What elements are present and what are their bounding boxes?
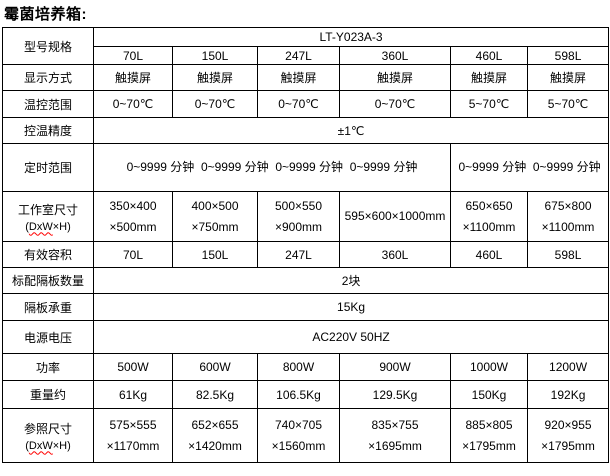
spec-value-cell: 5~70℃ — [526, 90, 610, 118]
dimension-key-sublabel: (DxW×H) — [4, 221, 92, 233]
spec-value-cell: 触摸屏 — [172, 64, 258, 91]
spec-value-cell: 触摸屏 — [93, 64, 173, 91]
spec-value-cell: 500W — [93, 353, 173, 381]
spec-merged-value-cell: AC220V 50HZ — [92, 320, 610, 354]
spec-value-cell: 885×805 ×1795mm — [450, 408, 528, 463]
spec-value-cell: 192Kg — [526, 380, 610, 409]
sublabel-rest: ×H) — [52, 439, 71, 452]
spec-value-cell: 1200W — [526, 353, 610, 381]
voltage-row: 电源电压 AC220V 50HZ — [2, 320, 610, 354]
spec-value-cell: 0~70℃ — [257, 90, 340, 118]
weight-row: 重量约 61Kg 82.5Kg 106.5Kg 129.5Kg 150Kg 19… — [2, 380, 610, 409]
spec-label-cell: 标配隔板数量 — [2, 267, 94, 294]
spec-value-cell: 740×705 ×1560mm — [257, 408, 340, 463]
capacity-header-cell: 460L — [450, 46, 528, 65]
spec-label-text: 参照尺寸 — [23, 421, 72, 436]
capacity-header-cell: 150L — [172, 46, 258, 65]
spec-label-cell: 温控范围 — [2, 90, 94, 118]
spec-merged-value-cell: 2块 — [92, 267, 610, 294]
spec-value-cell: 595×600×1000mm — [339, 191, 451, 242]
spec-value-cell: 触摸屏 — [450, 64, 528, 91]
capacity-header-row: 70L 150L 247L 360L 460L 598L — [3, 46, 610, 65]
spec-value-cell: 5~70℃ — [450, 90, 528, 118]
timer-left-merged-cell: 0~9999 分钟 0~9999 分钟 0~9999 分钟 0~9999 分钟 — [93, 143, 451, 192]
spec-value-cell: 575×555 ×1170mm — [93, 408, 173, 463]
spec-value-cell: 82.5Kg — [172, 380, 258, 409]
power-row: 功率 500W 600W 800W 900W 1000W 1200W — [2, 353, 610, 381]
spec-value-cell: 800W — [257, 353, 340, 381]
spec-label-cell: 隔板承重 — [2, 293, 94, 321]
spec-label-cell: 有效容积 — [2, 241, 94, 268]
dimension-key-sublabel: (DxW×H) — [4, 440, 92, 452]
spec-value-cell: 触摸屏 — [339, 64, 451, 91]
spec-value-cell: 835×755 ×1695mm — [339, 408, 451, 463]
spec-value-cell: 460L — [450, 241, 528, 268]
spec-value-cell: 900W — [339, 353, 451, 381]
display-mode-row: 显示方式 触摸屏 触摸屏 触摸屏 触摸屏 触摸屏 触摸屏 — [2, 64, 610, 91]
spec-value-cell: 650×650 ×1100mm — [450, 191, 528, 242]
spec-value-cell: 70L — [93, 241, 173, 268]
sublabel-spellcheck-text: DxW — [28, 439, 53, 452]
model-number-cell: LT-Y023A-3 — [92, 27, 610, 47]
spec-label-cell: 功率 — [2, 353, 94, 381]
spec-value-cell: 150Kg — [450, 380, 528, 409]
spec-table: 型号规格 LT-Y023A-3 70L 150L 247L 360L 460L … — [2, 27, 610, 463]
spec-value-cell: 150L — [172, 241, 258, 268]
temp-range-row: 温控范围 0~70℃ 0~70℃ 0~70℃ 0~70℃ 5~70℃ 5~70℃ — [2, 90, 610, 118]
effective-capacity-row: 有效容积 70L 150L 247L 360L 460L 598L — [2, 241, 610, 268]
spec-value-cell: 652×655 ×1420mm — [172, 408, 258, 463]
spec-label-text: 工作室尺寸 — [17, 202, 78, 217]
spec-value-cell: 360L — [339, 241, 451, 268]
capacity-header-cell: 247L — [257, 46, 340, 65]
model-row: 型号规格 LT-Y023A-3 — [2, 27, 610, 65]
sublabel-open-paren: ( — [25, 439, 29, 452]
spec-label-cell: 定时范围 — [2, 143, 94, 192]
spec-value-cell: 600W — [172, 353, 258, 381]
spec-value-cell: 触摸屏 — [526, 64, 610, 91]
shelf-load-row: 隔板承重 15Kg — [2, 293, 610, 321]
spec-value-cell: 400×500 ×750mm — [172, 191, 258, 242]
spec-value-cell: 0~70℃ — [172, 90, 258, 118]
spec-label-cell: 重量约 — [2, 380, 94, 409]
spec-value-cell: 61Kg — [93, 380, 173, 409]
spec-value-cell: 500×550 ×900mm — [257, 191, 340, 242]
spec-value-cell: 350×400 ×500mm — [93, 191, 173, 242]
spec-value-cell: 106.5Kg — [257, 380, 340, 409]
spec-label-cell: 显示方式 — [2, 64, 94, 91]
document-page: 霉菌培养箱: 型号规格 LT-Y023A-3 70L 150L 247L 360… — [2, 6, 610, 463]
spec-merged-value-cell: 15Kg — [92, 293, 610, 321]
sublabel-spellcheck-text: DxW — [28, 220, 53, 233]
spec-value-cell: 0~70℃ — [339, 90, 451, 118]
sublabel-rest: ×H) — [52, 220, 71, 233]
spec-value-cell: 触摸屏 — [257, 64, 340, 91]
spec-value-cell: 675×800 ×1100mm — [526, 191, 610, 242]
reference-size-row: 参照尺寸 (DxW×H) 575×555 ×1170mm 652×655 ×14… — [2, 408, 610, 463]
spec-label-cell: 参照尺寸 (DxW×H) — [2, 408, 94, 463]
page-title: 霉菌培养箱: — [4, 6, 87, 23]
spec-value-cell: 920×955 ×1795mm — [526, 408, 610, 463]
spec-merged-value-cell: ±1℃ — [92, 117, 610, 144]
capacity-header-cell: 360L — [339, 46, 451, 65]
spec-label-cell: 控温精度 — [2, 117, 94, 144]
spec-value-cell: 247L — [257, 241, 340, 268]
spec-value-cell: 129.5Kg — [339, 380, 451, 409]
chamber-size-row: 工作室尺寸 (DxW×H) 350×400 ×500mm 400×500 ×75… — [2, 191, 610, 242]
spec-value-cell: 598L — [526, 241, 610, 268]
capacity-header-cell: 70L — [93, 46, 173, 65]
spec-value-cell: 0~70℃ — [93, 90, 173, 118]
timer-right-merged-cell: 0~9999 分钟 0~9999 分钟 — [449, 143, 610, 192]
model-spec-label-cell: 型号规格 — [2, 27, 94, 65]
spec-label-cell: 工作室尺寸 (DxW×H) — [2, 191, 94, 242]
timer-range-row: 定时范围 0~9999 分钟 0~9999 分钟 0~9999 分钟 0~999… — [2, 143, 610, 192]
temp-accuracy-row: 控温精度 ±1℃ — [2, 117, 610, 144]
shelf-count-row: 标配隔板数量 2块 — [2, 267, 610, 294]
spec-value-cell: 1000W — [450, 353, 528, 381]
spec-label-cell: 电源电压 — [2, 320, 94, 354]
sublabel-open-paren: ( — [25, 220, 29, 233]
capacity-header-cell: 598L — [526, 46, 610, 65]
